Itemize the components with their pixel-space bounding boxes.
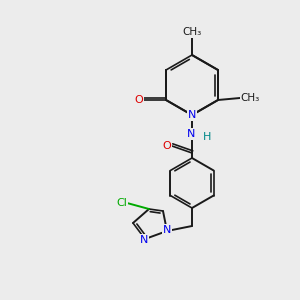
Text: N: N <box>187 129 195 139</box>
Text: CH₃: CH₃ <box>182 27 202 37</box>
Text: O: O <box>163 141 171 151</box>
Text: H: H <box>203 132 211 142</box>
Text: N: N <box>188 110 196 120</box>
Text: CH₃: CH₃ <box>240 93 260 103</box>
Text: N: N <box>163 225 171 235</box>
Text: O: O <box>135 95 143 105</box>
Text: N: N <box>140 235 148 245</box>
Text: Cl: Cl <box>117 198 128 208</box>
